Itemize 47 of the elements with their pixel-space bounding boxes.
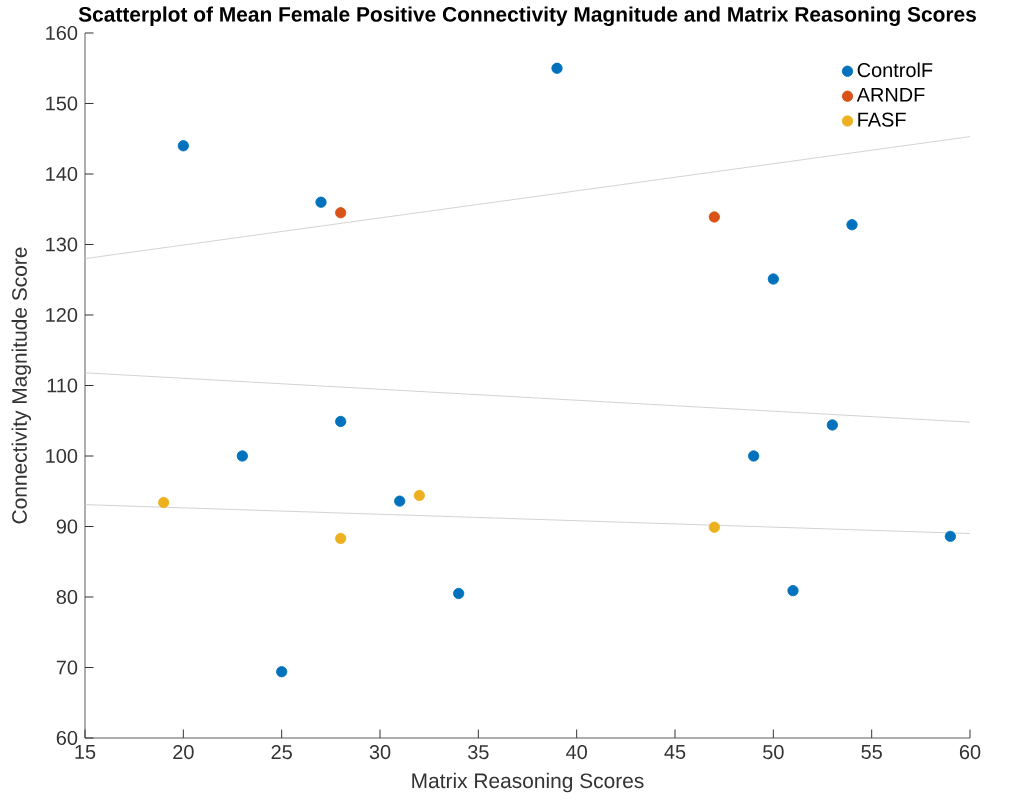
point <box>748 450 760 462</box>
y-tick-label: 70 <box>56 660 78 675</box>
point <box>708 211 720 223</box>
point <box>335 207 347 219</box>
point <box>787 585 799 597</box>
x-tick-label: 45 <box>664 745 686 759</box>
x-tick-label: 50 <box>763 745 784 760</box>
y-tick-label: 110 <box>47 378 78 393</box>
x-axis-title: Matrix Reasoning Scores <box>412 772 644 793</box>
y-tick-label: 60 <box>56 730 78 746</box>
point <box>846 219 858 231</box>
point <box>551 62 563 74</box>
point <box>413 489 425 502</box>
legend-label: FASF <box>858 112 906 127</box>
legend-label: ControlF <box>857 62 933 78</box>
y-tick-label: 140 <box>46 166 78 182</box>
point <box>767 273 779 285</box>
y-tick-label: 100 <box>46 448 78 464</box>
y-tick-label: 160 <box>46 25 78 41</box>
x-tick-label: 30 <box>369 745 391 760</box>
point <box>177 140 189 152</box>
point <box>236 450 248 462</box>
y-axis-title: Connectivity Magnitude Score <box>11 247 32 524</box>
x-tick-label: 35 <box>468 745 489 760</box>
x-tick-label: 20 <box>173 745 194 760</box>
point <box>276 666 288 678</box>
y-tick-label: 120 <box>46 307 78 323</box>
y-tick-label: 80 <box>56 589 78 605</box>
point <box>158 496 170 509</box>
point <box>335 415 347 428</box>
x-tick-label: 60 <box>959 745 981 760</box>
point <box>315 196 327 208</box>
point <box>453 587 465 600</box>
point <box>335 532 347 545</box>
y-tick-label: 90 <box>56 519 78 534</box>
point <box>944 530 956 542</box>
y-tick-label: 130 <box>46 237 78 252</box>
point <box>708 521 720 533</box>
x-tick-label: 55 <box>861 745 882 759</box>
y-tick-label: 150 <box>46 96 78 111</box>
point <box>394 495 406 507</box>
x-tick-label: 40 <box>566 745 587 760</box>
x-tick-label: 25 <box>271 745 292 760</box>
chart-title: Scatterplot of Mean Female Positive Connectivity Magnitude and Matrix Reasoning Scores <box>78 6 976 26</box>
point <box>826 419 838 431</box>
legend-label: ARNDF <box>856 87 925 102</box>
x-tick-label: 15 <box>75 745 96 759</box>
